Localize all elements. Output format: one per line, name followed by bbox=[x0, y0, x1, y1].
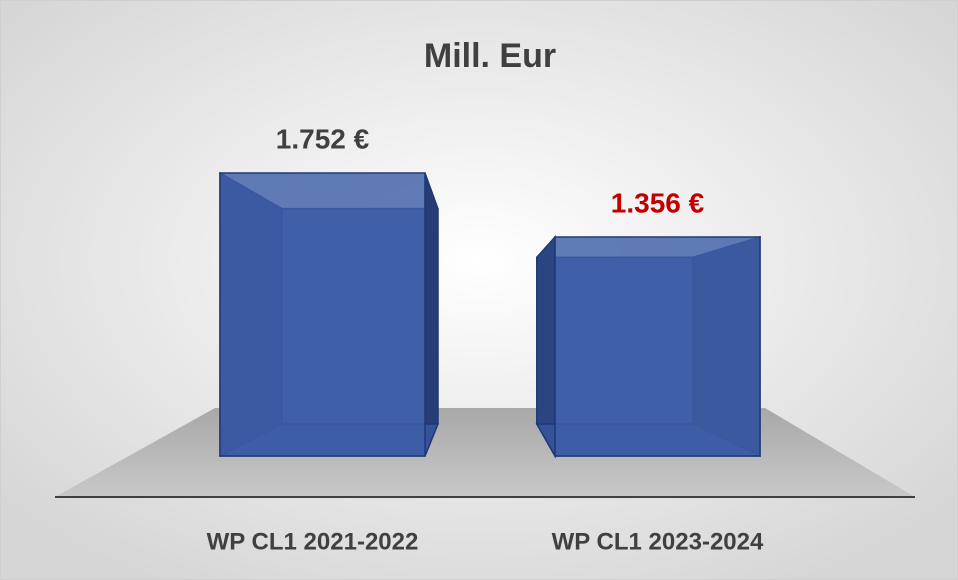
value-label: 1.752 € bbox=[276, 123, 370, 154]
bar-front bbox=[219, 172, 426, 457]
bar-side-right bbox=[424, 172, 439, 457]
bar-front bbox=[554, 236, 761, 457]
x-tick-label: WP CL1 2023-2024 bbox=[552, 528, 764, 555]
bars bbox=[219, 171, 761, 459]
x-tick-label: WP CL1 2021-2022 bbox=[207, 528, 419, 555]
value-label: 1.356 € bbox=[611, 187, 705, 218]
chart-title: Mill. Eur bbox=[424, 37, 556, 75]
bar-side-left bbox=[536, 235, 556, 459]
